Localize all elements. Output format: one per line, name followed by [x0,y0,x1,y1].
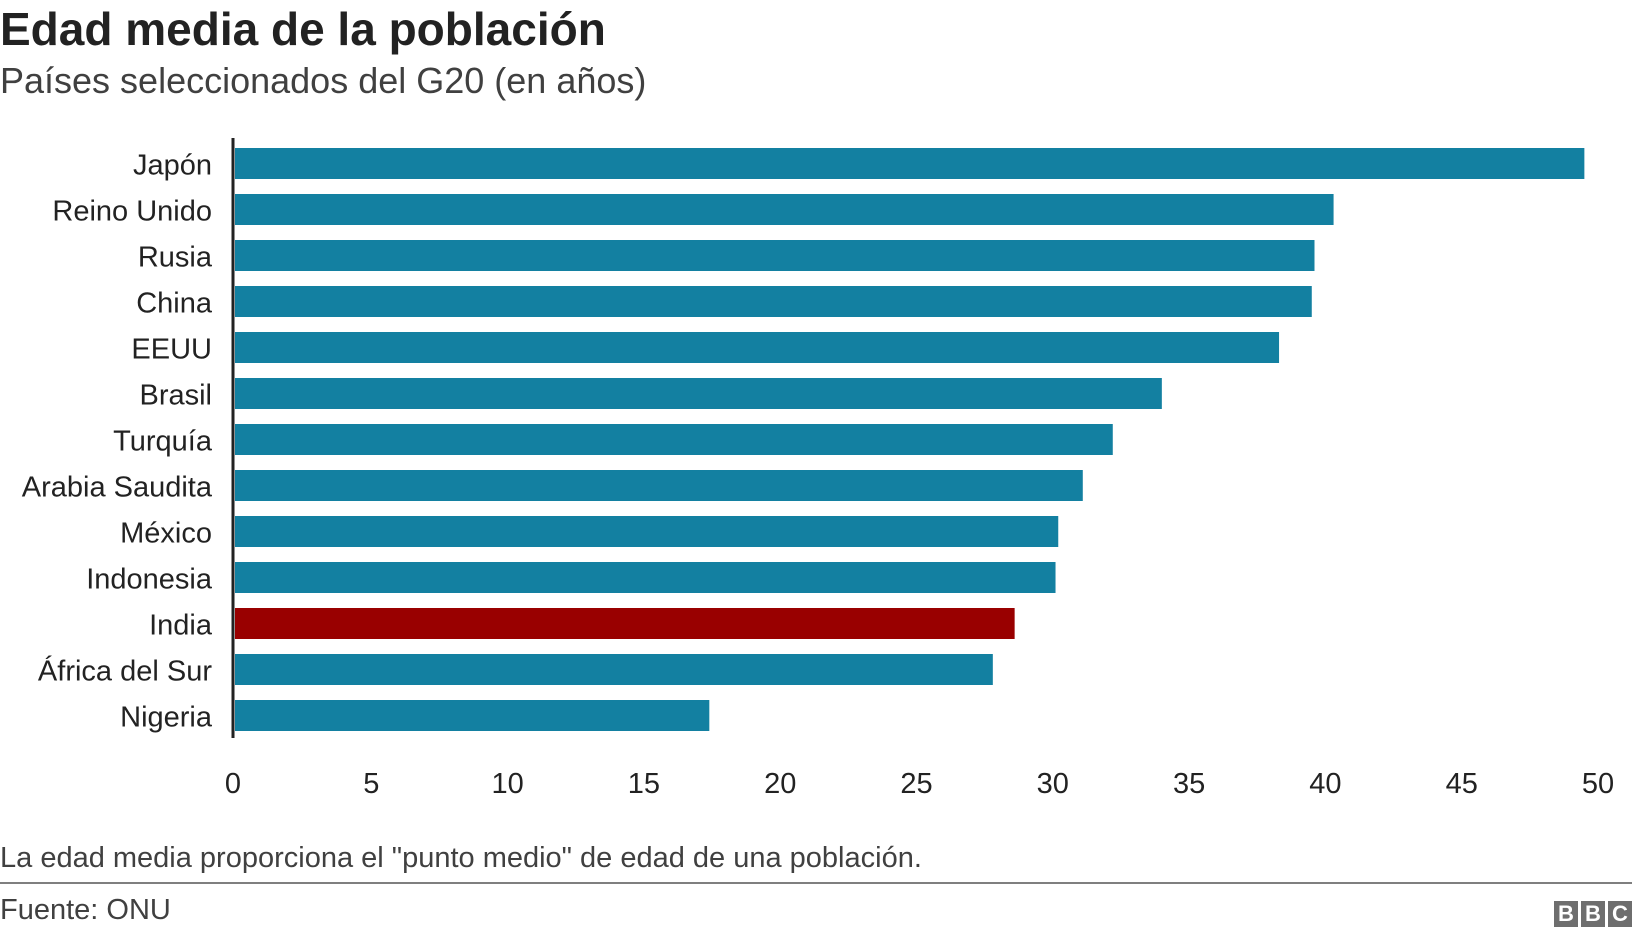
x-tick-label: 35 [1173,768,1205,800]
category-label: México [120,518,212,550]
category-label: India [149,610,213,642]
x-tick-label: 5 [363,768,379,800]
bar [235,378,1162,409]
bar [235,700,710,731]
bar-chart: Japón Reino Unido Rusia China EEUU Brasil Turq… [22,138,1614,800]
category-label: Reino Unido [52,196,212,228]
bbc-logo-letter: B [1554,901,1578,927]
category-label: Japón [133,150,212,182]
category-label: África del Sur [38,655,212,688]
category-label: Indonesia [86,564,213,596]
bbc-logo: B B C [1554,901,1632,927]
x-tick-label: 20 [764,768,796,800]
bar [235,516,1059,547]
chart-title: Edad media de la población [0,3,606,55]
bar [235,424,1113,455]
category-label: Arabia Saudita [22,472,213,504]
x-tick-label: 0 [225,768,241,800]
bar [235,562,1056,593]
bar [235,148,1585,179]
x-tick-label: 10 [491,768,523,800]
bar [235,194,1334,225]
bar [235,332,1280,363]
x-tick-label: 15 [628,768,660,800]
x-tick-label: 30 [1037,768,1069,800]
bar [235,654,993,685]
category-label: Nigeria [120,702,213,734]
bar [235,240,1315,271]
bar [235,470,1083,501]
category-label: China [136,288,213,320]
category-label: Rusia [138,242,213,274]
x-tick-label: 50 [1582,768,1614,800]
category-label: Brasil [139,380,212,412]
chart-subtitle: Países seleccionados del G20 (en años) [0,60,647,101]
source-label: Fuente: ONU [0,894,171,926]
footer-divider [0,882,1632,884]
x-tick-label: 45 [1446,768,1478,800]
category-label: EEUU [131,334,212,366]
category-label: Turquía [113,426,213,458]
x-tick-label: 40 [1309,768,1341,800]
bar [235,608,1015,639]
bbc-logo-letter: C [1608,901,1632,927]
chart-note: La edad media proporciona el "punto medi… [0,842,922,874]
bbc-logo-letter: B [1581,901,1605,927]
x-tick-label: 25 [900,768,932,800]
bar [235,286,1312,317]
